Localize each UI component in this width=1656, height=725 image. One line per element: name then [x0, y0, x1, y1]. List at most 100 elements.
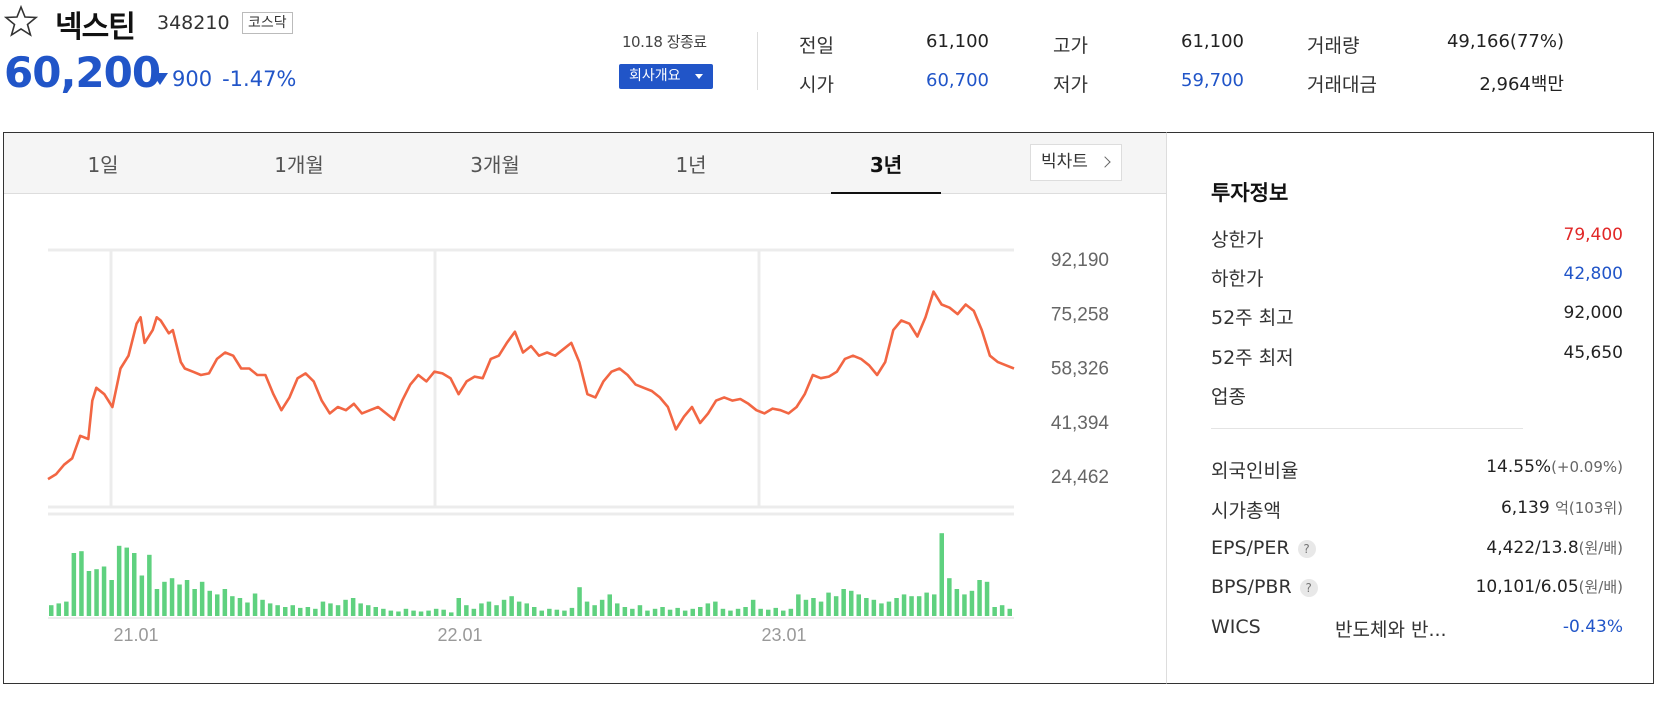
volume-bar	[637, 605, 643, 616]
volume-bar	[788, 608, 794, 616]
tab-1year[interactable]: 1년	[675, 153, 707, 177]
tab-1month[interactable]: 1개월	[274, 153, 324, 177]
investment-info-panel: 투자정보 상한가 79,400 하한가 42,800 52주 최고 92,000…	[1166, 132, 1654, 684]
x-tick-label: 23.01	[761, 625, 806, 645]
volume-bar	[1007, 608, 1012, 616]
foreign-ratio: 14.55%	[1486, 457, 1552, 477]
volume-bar	[267, 603, 273, 616]
company-overview-button[interactable]: 회사개요	[619, 64, 713, 89]
prev-label: 전일	[799, 35, 834, 57]
volume-bar	[999, 605, 1005, 616]
amount-value: 2,964백만	[1479, 74, 1564, 95]
volume-bar	[735, 608, 741, 616]
market-cap-value: 6,139 억(103위)	[1501, 497, 1623, 518]
bps-pbr-label: BPS/PBR?	[1211, 576, 1318, 598]
volume-bar	[720, 608, 726, 616]
volume-bar	[494, 605, 499, 616]
volume-value: 49,166(77%)	[1446, 31, 1564, 52]
investment-info-title: 투자정보	[1211, 181, 1289, 205]
volume-bar	[471, 608, 477, 616]
header-divider	[757, 32, 758, 90]
volume-bar	[373, 607, 378, 616]
volume-bar	[577, 587, 582, 616]
wics-sector[interactable]: 반도체와 반...	[1335, 619, 1447, 641]
current-price: 60,200	[4, 48, 161, 97]
volume-bar	[592, 605, 597, 616]
bps-pbr-text: BPS/PBR	[1211, 576, 1292, 598]
high-value: 61,100	[1181, 31, 1244, 52]
volume-bar	[811, 598, 816, 616]
volume-bar	[818, 601, 824, 616]
tab-1day[interactable]: 1일	[87, 153, 119, 177]
volume-bar	[969, 590, 975, 616]
volume-bar	[162, 581, 167, 616]
bps-help-icon[interactable]: ?	[1299, 579, 1318, 597]
volume-bar	[154, 589, 160, 616]
foreign-ratio-change: (+0.09%)	[1551, 458, 1623, 476]
y-tick-label: 24,462	[1051, 467, 1109, 488]
high52-value: 92,000	[1563, 303, 1623, 323]
volume-bar	[879, 603, 884, 616]
y-tick-label: 58,326	[1051, 359, 1109, 380]
eps-per: 4,422/13.8	[1486, 538, 1579, 558]
volume-bar	[237, 598, 243, 616]
volume-bar	[599, 599, 605, 616]
volume-bar	[305, 607, 311, 616]
volume-bar	[682, 610, 688, 616]
eps-per-unit: (원/배)	[1578, 539, 1623, 557]
volume-bar	[781, 610, 786, 616]
volume-bar	[501, 599, 507, 616]
volume-bar	[192, 589, 197, 616]
volume-bar	[245, 602, 250, 616]
market-cap: 6,139	[1500, 498, 1550, 518]
eps-help-icon[interactable]: ?	[1297, 540, 1316, 558]
volume-bar	[207, 590, 212, 616]
volume-bar	[313, 608, 318, 616]
volume-bar	[841, 589, 846, 616]
volume-bar	[124, 547, 129, 616]
upper-limit-label: 상한가	[1211, 229, 1264, 251]
lower-limit-value: 42,800	[1563, 264, 1623, 284]
bps-pbr-unit: (원/배)	[1578, 578, 1623, 596]
high52-label: 52주 최고	[1211, 307, 1294, 329]
volume-bar	[856, 594, 861, 616]
volume-bar	[433, 608, 439, 616]
volume-bar	[139, 575, 145, 616]
stock-header: 넥스틴 348210 코스닥 60,200 900 -1.47% 10.18 장종…	[0, 0, 1656, 130]
favorite-star-icon[interactable]	[4, 4, 38, 38]
volume-bar	[652, 608, 658, 616]
volume-bar	[743, 607, 748, 616]
down-triangle-icon	[152, 73, 168, 85]
volume-bar	[169, 578, 175, 616]
eps-per-text: EPS/PER	[1211, 537, 1290, 559]
tab-3year[interactable]: 3년	[869, 153, 903, 177]
bigchart-button[interactable]: 빅차트	[1030, 144, 1122, 181]
low-value: 59,700	[1181, 70, 1244, 91]
volume-bar	[275, 605, 280, 616]
tab-3month[interactable]: 3개월	[470, 153, 520, 177]
chart-panel: 1일 1개월 3개월 1년 3년 빅차트 21.01 22.01 23.01 92,1…	[3, 132, 1166, 684]
foreign-ratio-label: 외국인비율	[1211, 460, 1299, 482]
volume-label: 거래량	[1307, 35, 1360, 57]
volume-bar	[871, 599, 877, 616]
volume-bar	[569, 607, 575, 616]
company-overview-label: 회사개요	[629, 68, 681, 84]
change-percent: -1.47%	[222, 67, 297, 91]
volume-bar	[230, 596, 235, 616]
stock-code: 348210	[157, 12, 230, 34]
volume-bar	[358, 603, 363, 616]
volume-bar	[328, 603, 333, 616]
volume-bar	[56, 603, 61, 616]
market-close-time: 10.18 장종료	[622, 33, 707, 51]
volume-bar	[667, 609, 673, 616]
volume-bar	[728, 610, 733, 616]
volume-bar	[49, 605, 54, 616]
volume-bar	[516, 601, 522, 616]
period-tabs: 1일 1개월 3개월 1년 3년 빅차트	[4, 133, 1166, 194]
volume-bar	[350, 598, 356, 616]
volume-bar	[615, 603, 620, 616]
volume-bar	[713, 601, 718, 616]
volume-bar	[335, 605, 341, 616]
volume-bar	[479, 603, 484, 616]
sector-label: 업종	[1211, 386, 1246, 408]
